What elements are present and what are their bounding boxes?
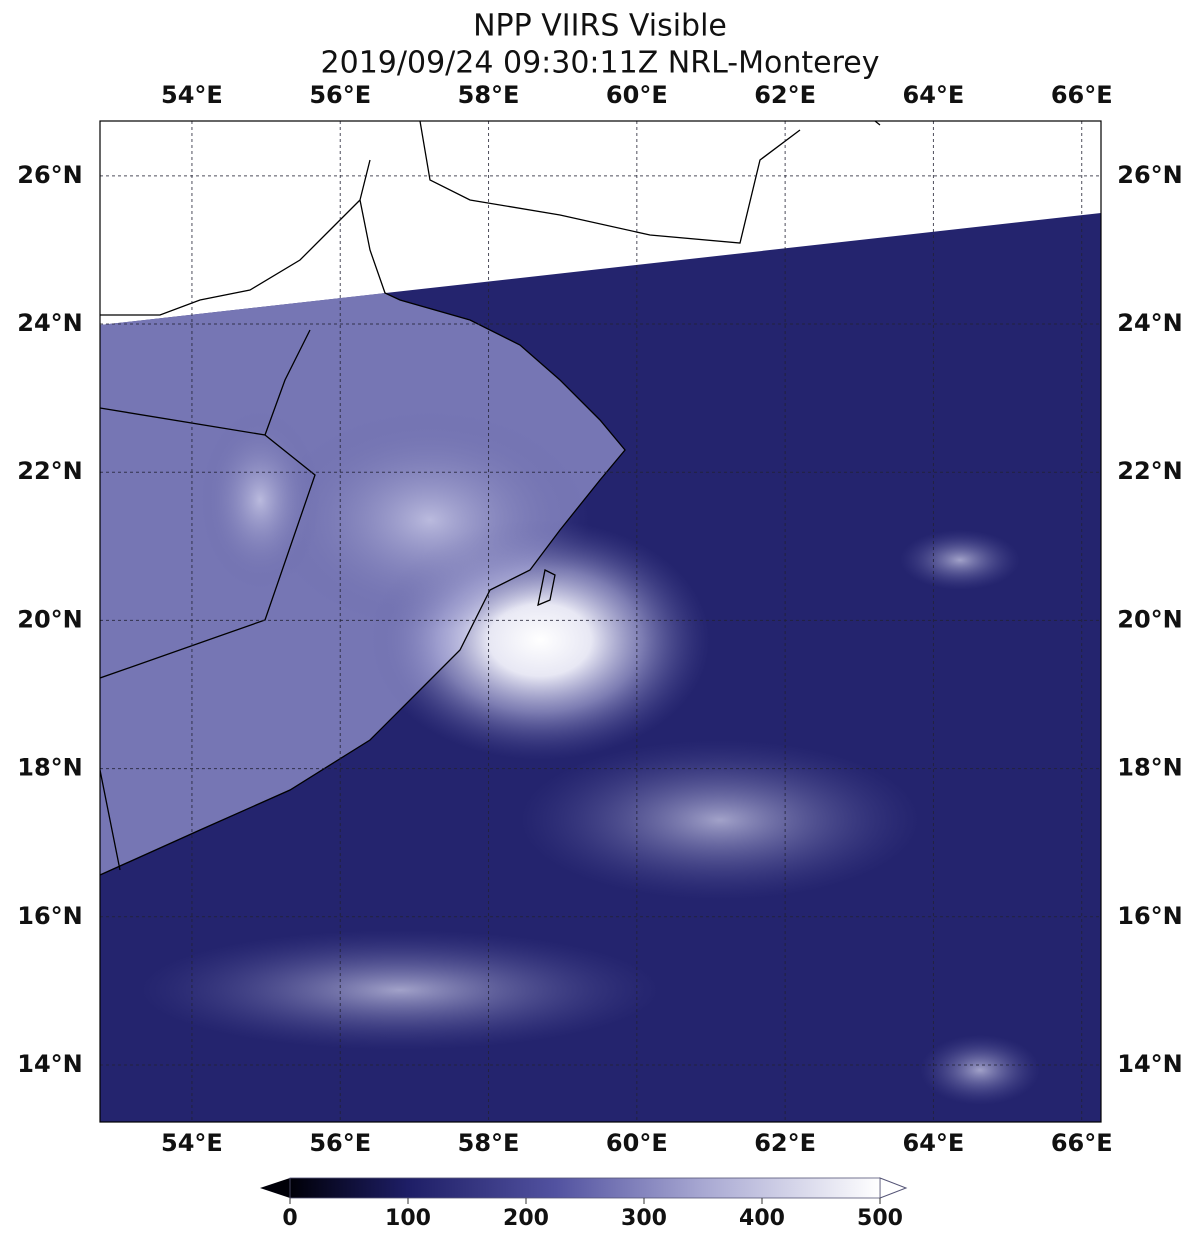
axes: 54°E 54°E 56°E 56°E 58°E 58°E 60°E 60°E 62°E 62°E… bbox=[17, 81, 1182, 1157]
x-tick-label: 62°E bbox=[754, 81, 816, 109]
island bbox=[537, 569, 556, 607]
y-tick-label: 14°N bbox=[17, 1050, 82, 1078]
x-tick-label: 62°E bbox=[754, 1129, 816, 1157]
colorbar: 0 100 200 300 400 500 bbox=[260, 1177, 908, 1231]
cloud-band bbox=[140, 930, 660, 1050]
x-tick-label: 60°E bbox=[606, 81, 668, 109]
colorbar-extend-high bbox=[879, 1177, 908, 1199]
y-tick-label: 26°N bbox=[1117, 161, 1182, 189]
y-tick-label: 26°N bbox=[17, 161, 82, 189]
colorbar-extend-low bbox=[260, 1178, 290, 1198]
y-tick-label: 20°N bbox=[17, 605, 82, 633]
coastline bbox=[100, 159, 626, 876]
colorbar-tick-label: 300 bbox=[621, 1206, 667, 1231]
cloud-cell bbox=[200, 410, 320, 590]
y-tick-label: 14°N bbox=[1117, 1050, 1182, 1078]
x-tick-label: 56°E bbox=[309, 1129, 371, 1157]
colorbar-tick-label: 400 bbox=[739, 1206, 785, 1231]
border bbox=[100, 329, 316, 871]
coastline bbox=[419, 121, 881, 244]
x-tick-label: 66°E bbox=[1051, 81, 1113, 109]
y-tick-label: 22°N bbox=[17, 457, 82, 485]
y-tick-label: 16°N bbox=[17, 902, 82, 930]
y-tick-label: 20°N bbox=[1117, 605, 1182, 633]
cloud-cell bbox=[900, 530, 1020, 590]
x-tick-label: 64°E bbox=[903, 81, 965, 109]
y-tick-label: 24°N bbox=[1117, 309, 1182, 337]
y-tick-label: 16°N bbox=[1117, 902, 1182, 930]
colorbar-tick-label: 500 bbox=[857, 1206, 903, 1231]
y-tick-label: 18°N bbox=[17, 754, 82, 782]
x-tick-label: 60°E bbox=[606, 1129, 668, 1157]
colorbar-tick-label: 200 bbox=[503, 1206, 549, 1231]
y-tick-label: 22°N bbox=[1117, 457, 1182, 485]
x-tick-label: 58°E bbox=[458, 81, 520, 109]
x-tick-label: 54°E bbox=[161, 81, 223, 109]
x-tick-label: 54°E bbox=[161, 1129, 223, 1157]
map-frame bbox=[99, 120, 1102, 1123]
cloud-band bbox=[520, 740, 920, 900]
colorbar-tick-label: 0 bbox=[282, 1206, 297, 1231]
colorbar-tick-label: 100 bbox=[385, 1206, 431, 1231]
colorbar-scale bbox=[289, 1177, 881, 1199]
x-tick-label: 56°E bbox=[309, 81, 371, 109]
satellite-image bbox=[100, 121, 1101, 1122]
x-tick-label: 58°E bbox=[458, 1129, 520, 1157]
title: NPP VIIRS Visible bbox=[473, 9, 727, 44]
y-tick-label: 18°N bbox=[1117, 754, 1182, 782]
cloud-cell bbox=[920, 1035, 1040, 1105]
subtitle: 2019/09/24 09:30:11Z NRL-Monterey bbox=[321, 46, 880, 81]
x-tick-label: 64°E bbox=[903, 1129, 965, 1157]
y-tick-label: 24°N bbox=[17, 309, 82, 337]
cloud-band bbox=[270, 410, 590, 630]
x-tick-label: 66°E bbox=[1051, 1129, 1113, 1157]
